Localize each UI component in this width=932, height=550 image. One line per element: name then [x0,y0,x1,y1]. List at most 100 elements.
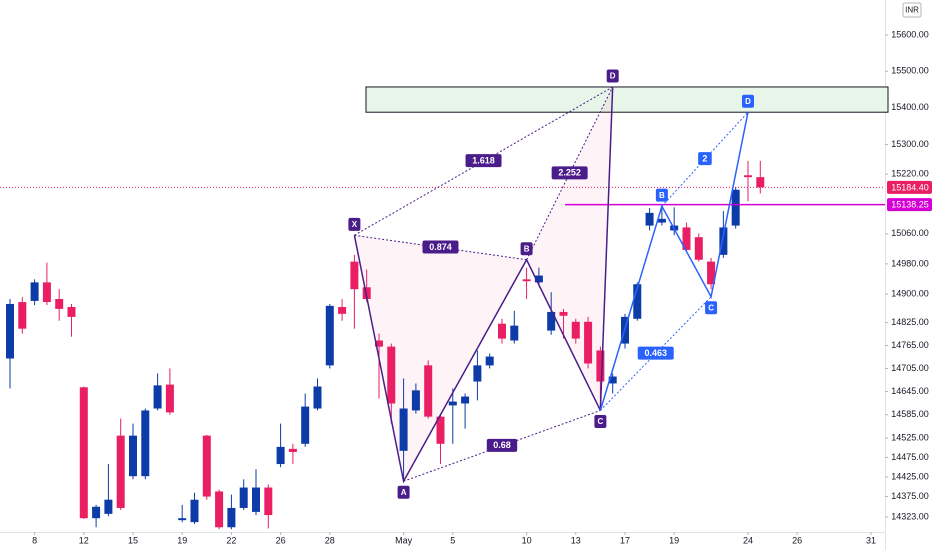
ratio-label: 1.618 [465,154,502,168]
x-tick-label: 12 [79,535,89,545]
ratio-text: 2 [702,154,707,164]
x-tick-label: 31 [866,535,876,545]
candle-body [436,416,445,444]
candle-body [239,487,248,508]
currency: INR [905,6,919,15]
y-tick-label: 15220.00 [891,169,929,179]
ratio-box [486,438,518,452]
y-tick-label: 15400.00 [891,102,929,112]
candle-body [325,305,334,366]
ratio-box [422,240,459,254]
candle-body [67,306,76,317]
point-box [655,188,668,202]
y-tick-label: 14980.00 [891,258,929,268]
candle-body [264,487,273,516]
candle-body [424,365,433,417]
candle-body [743,175,752,178]
y-tick-label: 14323.00 [891,511,929,521]
x-tick-label: 8 [32,535,37,545]
ratio-box [637,346,674,360]
candle-body [338,306,347,314]
ratio-line [600,296,712,411]
candle-body [547,311,556,331]
point-text: A [401,488,407,497]
y-tick-label: 14900.00 [891,288,929,298]
candle-body [584,321,593,364]
ratio-box [698,152,712,166]
y-tick-label: 14585.00 [891,409,929,419]
ratio-box [551,166,588,180]
candle-body [251,487,260,512]
y-tick-label: 15060.00 [891,228,929,238]
x-tick-label: 10 [522,535,532,545]
pattern-fill [354,235,527,482]
ratio-text: 0.68 [493,440,511,450]
point-label: C [705,301,718,315]
candle-body [645,212,654,226]
candle-body [707,261,716,285]
candle-body [448,401,457,406]
point-text: X [352,220,358,229]
x-tick-label: 26 [792,535,802,545]
candle-body [374,340,383,347]
candle-body [387,346,396,404]
candle-body [350,261,359,290]
y-tick-label: 14475.00 [891,452,929,462]
candle-body [731,189,740,226]
ratio-box [465,154,502,168]
y-tick-label: 14765.00 [891,340,929,350]
y-tick-label: 14525.00 [891,432,929,442]
candle-body [657,218,666,223]
point-text: B [524,244,530,253]
candle-body [5,303,14,359]
x-tick-label: May [395,535,413,545]
candle-body [510,325,519,341]
ratio-text: 1.618 [472,156,495,166]
candle-body [190,499,199,523]
point-box [397,485,410,499]
y-tick-label: 14375.00 [891,491,929,501]
x-tick-label: 24 [743,535,753,545]
point-text: C [708,303,714,312]
point-label: D [741,94,754,108]
y-tick-label: 14645.00 [891,386,929,396]
ratio-line [661,111,749,207]
point-box [520,242,533,256]
candle-body [497,323,506,339]
currency-box [902,2,922,18]
point-box [741,94,754,108]
candle-body [485,356,494,366]
x-tick-label: 5 [450,535,455,545]
candle-body [92,506,101,519]
point-label: X [348,217,361,231]
ratio-label: 2 [698,152,712,166]
candle-body [694,237,703,260]
candle-body [42,282,51,303]
point-box [594,414,607,428]
pattern-legs [599,112,749,411]
ratio-label: 0.874 [422,240,459,254]
candle-body [559,311,568,316]
point-label: B [655,188,668,202]
ratio-text: 2.252 [558,168,581,178]
point-text: D [745,97,751,106]
point-box [348,217,361,231]
candle-body [534,275,543,283]
point-box [606,69,619,83]
ratio-line [354,234,527,261]
point-label: A [397,485,410,499]
point-box [705,301,718,315]
last-price-tag [887,180,932,194]
candle-body [165,384,174,413]
point-label: B [520,242,533,256]
candle-body [178,518,187,521]
candle-body [30,282,39,301]
x-tick-label: 28 [325,535,335,545]
x-tick-label: 26 [276,535,286,545]
point-text: D [610,72,616,81]
candle-body [128,435,137,477]
candle-body [399,408,408,451]
candle-body [522,279,531,282]
candle-body [79,387,88,519]
